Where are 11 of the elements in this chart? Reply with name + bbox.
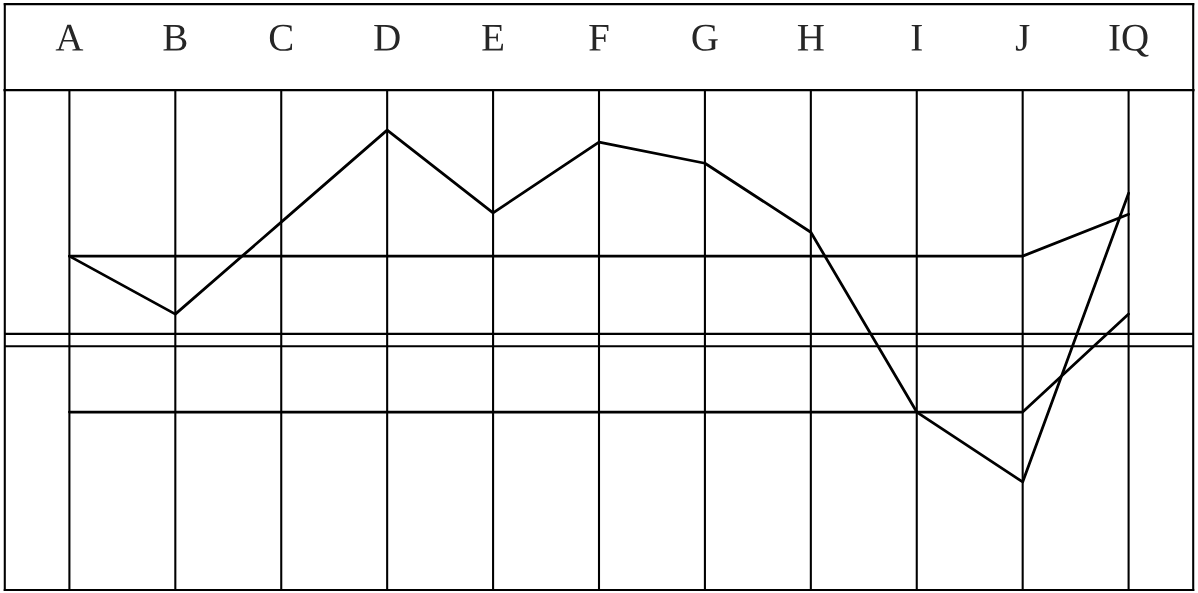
x-tick-label: G: [692, 24, 718, 51]
x-tick-label: F: [589, 24, 609, 51]
x-tick-label: H: [797, 24, 824, 51]
x-tick-label: C: [269, 24, 293, 51]
x-tick-label: J: [1015, 24, 1030, 51]
x-tick-label: D: [374, 24, 400, 51]
x-tick-label: I: [911, 24, 922, 51]
x-tick-label: B: [163, 24, 187, 51]
x-tick-label: E: [482, 24, 504, 51]
x-tick-label: IQ: [1109, 24, 1149, 57]
x-tick-label: A: [55, 24, 84, 51]
